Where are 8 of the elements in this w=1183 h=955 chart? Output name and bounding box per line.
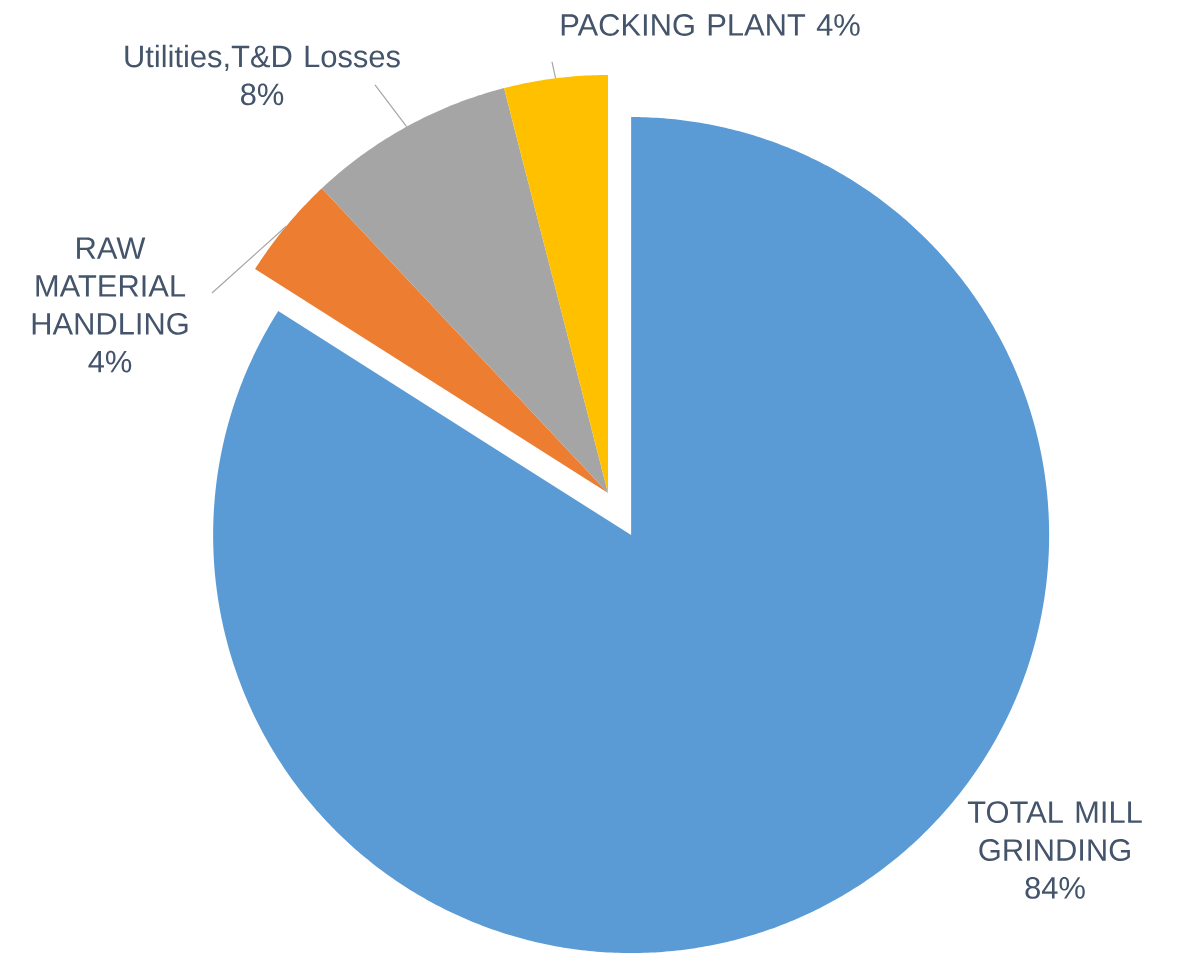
data-label: 84% — [1025, 876, 1085, 899]
data-label: 4% — [88, 350, 132, 373]
slice-label: Utilities,T&D Losses — [125, 44, 400, 72]
slice-label: PACKING PLANT — [561, 14, 806, 36]
data-label: 4% — [816, 14, 860, 36]
data-label: 8% — [241, 83, 284, 106]
slice-label: TOTAL MILL GRINDING — [967, 801, 1142, 861]
slice-label: RAW MATERIAL HANDLING — [32, 237, 188, 335]
